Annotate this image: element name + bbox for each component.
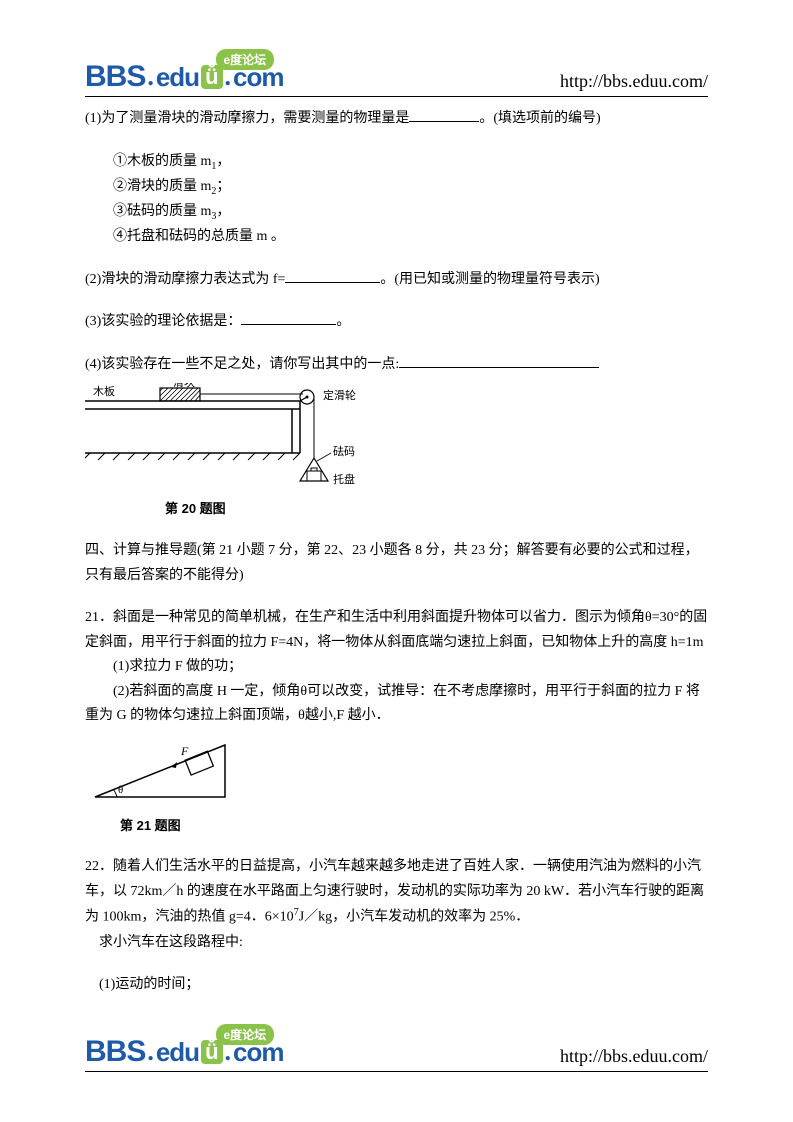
q21-p1: 21．斜面是一种常见的简单机械，在生产和生活中利用斜面提升物体可以省力．图示为倾…	[85, 606, 708, 655]
q1-opt3: ③砝码的质量 m3，	[85, 200, 708, 225]
logo-dot: .	[147, 62, 154, 92]
page-header: BBS . edu ǚ . com e度论坛 http://bbs.eduu.c…	[85, 60, 708, 97]
footer-url: http://bbs.eduu.com/	[560, 1046, 708, 1069]
figure-20: 木板 滑块 定滑轮 砝码 托盘 第 20 题图	[85, 383, 708, 521]
label-weight: 砝码	[333, 444, 355, 458]
logo-edu-text: edu	[156, 1037, 199, 1068]
figure-21-svg: F θ	[85, 735, 255, 815]
logo-bbs-text: BBS	[85, 1035, 145, 1069]
opt1-b: ，	[216, 154, 230, 169]
logo: BBS . edu ǚ . com e度论坛	[85, 60, 344, 94]
opt3-b: ，	[216, 204, 230, 219]
q3-b: 。	[336, 314, 350, 329]
logo-u-green: ǚ	[201, 1040, 222, 1064]
q2: (2)滑块的滑动摩擦力表达式为 f= 。(用已知或测量的物理量符号表示)	[85, 268, 708, 293]
label-theta: θ	[118, 784, 123, 796]
label-board: 木板	[93, 384, 115, 398]
label-slider: 滑块	[173, 383, 195, 389]
q3: (3)该实验的理论依据是： 。	[85, 310, 708, 335]
figure-20-svg: 木板 滑块 定滑轮 砝码 托盘	[85, 383, 385, 498]
q1-intro-text: (1)为了测量滑块的滑动摩擦力，需要测量的物理量是	[85, 111, 409, 126]
logo-badge: e度论坛	[216, 49, 275, 70]
q22-p2: 求小汽车在这段路程中:	[85, 931, 708, 956]
q22-s1: (1)运动的时间；	[85, 973, 708, 998]
q2-a: (2)滑块的滑动摩擦力表达式为 f=	[85, 272, 285, 287]
document-body: (1)为了测量滑块的滑动摩擦力，需要测量的物理量是 。(填选项前的编号) ①木板的…	[85, 107, 708, 998]
q22-p1: 22．随着人们生活水平的日益提高，小汽车越来越多地走进了百姓人家．一辆使用汽油为…	[85, 855, 708, 930]
footer-logo: BBS . edu ǚ . com e度论坛	[85, 1035, 344, 1069]
figure-21: F θ 第 21 题图	[85, 735, 708, 838]
opt2-a: ②滑块的质量 m	[113, 179, 211, 194]
label-pulley: 定滑轮	[323, 388, 356, 402]
logo-dot: .	[147, 1037, 154, 1067]
q1-intro-tail: 。(填选项前的编号)	[479, 111, 600, 126]
logo-badge: e度论坛	[216, 1024, 275, 1045]
logo-bbs-text: BBS	[85, 60, 145, 94]
q4-a: (4)该实验存在一些不足之处，请你写出其中的一点:	[85, 357, 399, 372]
q1-intro: (1)为了测量滑块的滑动摩擦力，需要测量的物理量是 。(填选项前的编号)	[85, 107, 708, 132]
opt1-a: ①木板的质量 m	[113, 154, 211, 169]
label-tray: 托盘	[333, 472, 355, 486]
label-F: F	[180, 744, 189, 758]
blank	[241, 311, 336, 325]
blank	[399, 354, 599, 368]
fig20-caption: 第 20 题图	[85, 498, 708, 521]
q22-p1-b: J／kg，小汽车发动机的效率为 25%．	[299, 910, 530, 925]
blank	[409, 108, 479, 122]
blank	[285, 269, 380, 283]
q21-s1: (1)求拉力 F 做的功；	[85, 655, 708, 680]
header-url: http://bbs.eduu.com/	[560, 71, 708, 94]
q4: (4)该实验存在一些不足之处，请你写出其中的一点:	[85, 353, 708, 378]
logo-u-green: ǚ	[201, 65, 222, 89]
opt2-b: ；	[216, 179, 230, 194]
logo-edu-text: edu	[156, 62, 199, 93]
q3-a: (3)该实验的理论依据是：	[85, 314, 241, 329]
q1-opt4: ④托盘和砝码的总质量 m 。	[85, 225, 708, 250]
opt3-a: ③砝码的质量 m	[113, 204, 211, 219]
q1-opt1: ①木板的质量 m1，	[85, 150, 708, 175]
page-footer: BBS . edu ǚ . com e度论坛 http://bbs.eduu.c…	[85, 1035, 708, 1072]
q21-s2: (2)若斜面的高度 H 一定，倾角θ可以改变，试推导：在不考虑摩擦时，用平行于斜…	[85, 680, 708, 729]
q2-b: 。(用已知或测量的物理量符号表示)	[380, 272, 599, 287]
q1-opt2: ②滑块的质量 m2；	[85, 175, 708, 200]
fig21-caption: 第 21 题图	[85, 815, 708, 838]
section4-heading: 四、计算与推导题(第 21 小题 7 分，第 22、23 小题各 8 分，共 2…	[85, 539, 708, 588]
